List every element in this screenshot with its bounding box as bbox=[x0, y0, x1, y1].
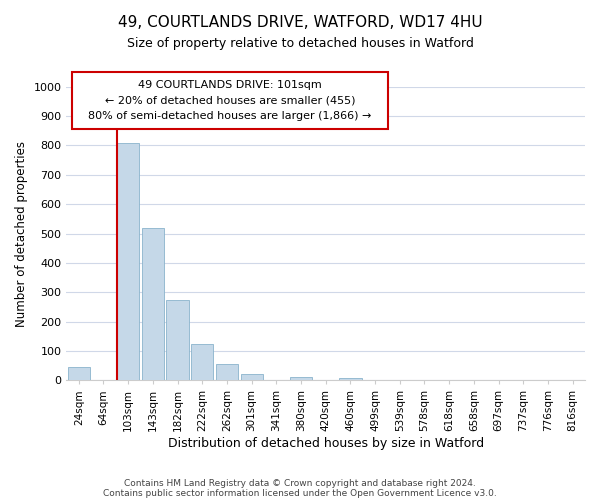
Bar bbox=[339, 378, 362, 380]
Text: 49 COURTLANDS DRIVE: 101sqm
← 20% of detached houses are smaller (455)
80% of se: 49 COURTLANDS DRIVE: 101sqm ← 20% of det… bbox=[88, 80, 371, 122]
Text: Contains public sector information licensed under the Open Government Licence v3: Contains public sector information licen… bbox=[103, 488, 497, 498]
X-axis label: Distribution of detached houses by size in Watford: Distribution of detached houses by size … bbox=[167, 437, 484, 450]
Y-axis label: Number of detached properties: Number of detached properties bbox=[15, 140, 28, 326]
Bar bbox=[290, 377, 312, 380]
Bar bbox=[241, 374, 263, 380]
Text: Contains HM Land Registry data © Crown copyright and database right 2024.: Contains HM Land Registry data © Crown c… bbox=[124, 478, 476, 488]
Bar bbox=[142, 228, 164, 380]
Bar bbox=[191, 344, 214, 380]
Bar bbox=[216, 364, 238, 380]
Bar bbox=[166, 300, 188, 380]
Bar bbox=[68, 367, 90, 380]
Bar bbox=[117, 142, 139, 380]
Text: 49, COURTLANDS DRIVE, WATFORD, WD17 4HU: 49, COURTLANDS DRIVE, WATFORD, WD17 4HU bbox=[118, 15, 482, 30]
Text: Size of property relative to detached houses in Watford: Size of property relative to detached ho… bbox=[127, 38, 473, 51]
FancyBboxPatch shape bbox=[71, 72, 388, 130]
